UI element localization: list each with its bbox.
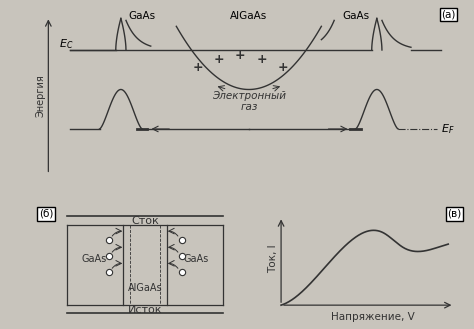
Text: GaAs: GaAs <box>342 11 369 20</box>
Text: GaAs: GaAs <box>82 254 107 264</box>
Text: AlGaAs: AlGaAs <box>128 283 163 293</box>
Text: +: + <box>256 53 267 66</box>
Text: Напряжение, V: Напряжение, V <box>331 312 415 322</box>
Text: AlGaAs: AlGaAs <box>230 11 267 20</box>
Text: (в): (в) <box>447 209 462 219</box>
Text: Ток, I: Ток, I <box>268 245 278 273</box>
Text: Исток: Исток <box>128 305 162 315</box>
Text: GaAs: GaAs <box>183 254 209 264</box>
Text: Энергия: Энергия <box>36 74 46 117</box>
Text: +: + <box>214 53 224 66</box>
Text: +: + <box>278 61 288 74</box>
Text: $E_C$: $E_C$ <box>59 37 73 51</box>
Text: (б): (б) <box>39 209 53 219</box>
Text: (а): (а) <box>441 10 456 19</box>
Text: $E_F$: $E_F$ <box>441 122 455 136</box>
Text: +: + <box>235 49 246 63</box>
Text: Сток: Сток <box>131 215 159 225</box>
Text: +: + <box>192 61 203 74</box>
Text: GaAs: GaAs <box>128 11 156 20</box>
Text: Электронный
газ: Электронный газ <box>212 90 286 112</box>
